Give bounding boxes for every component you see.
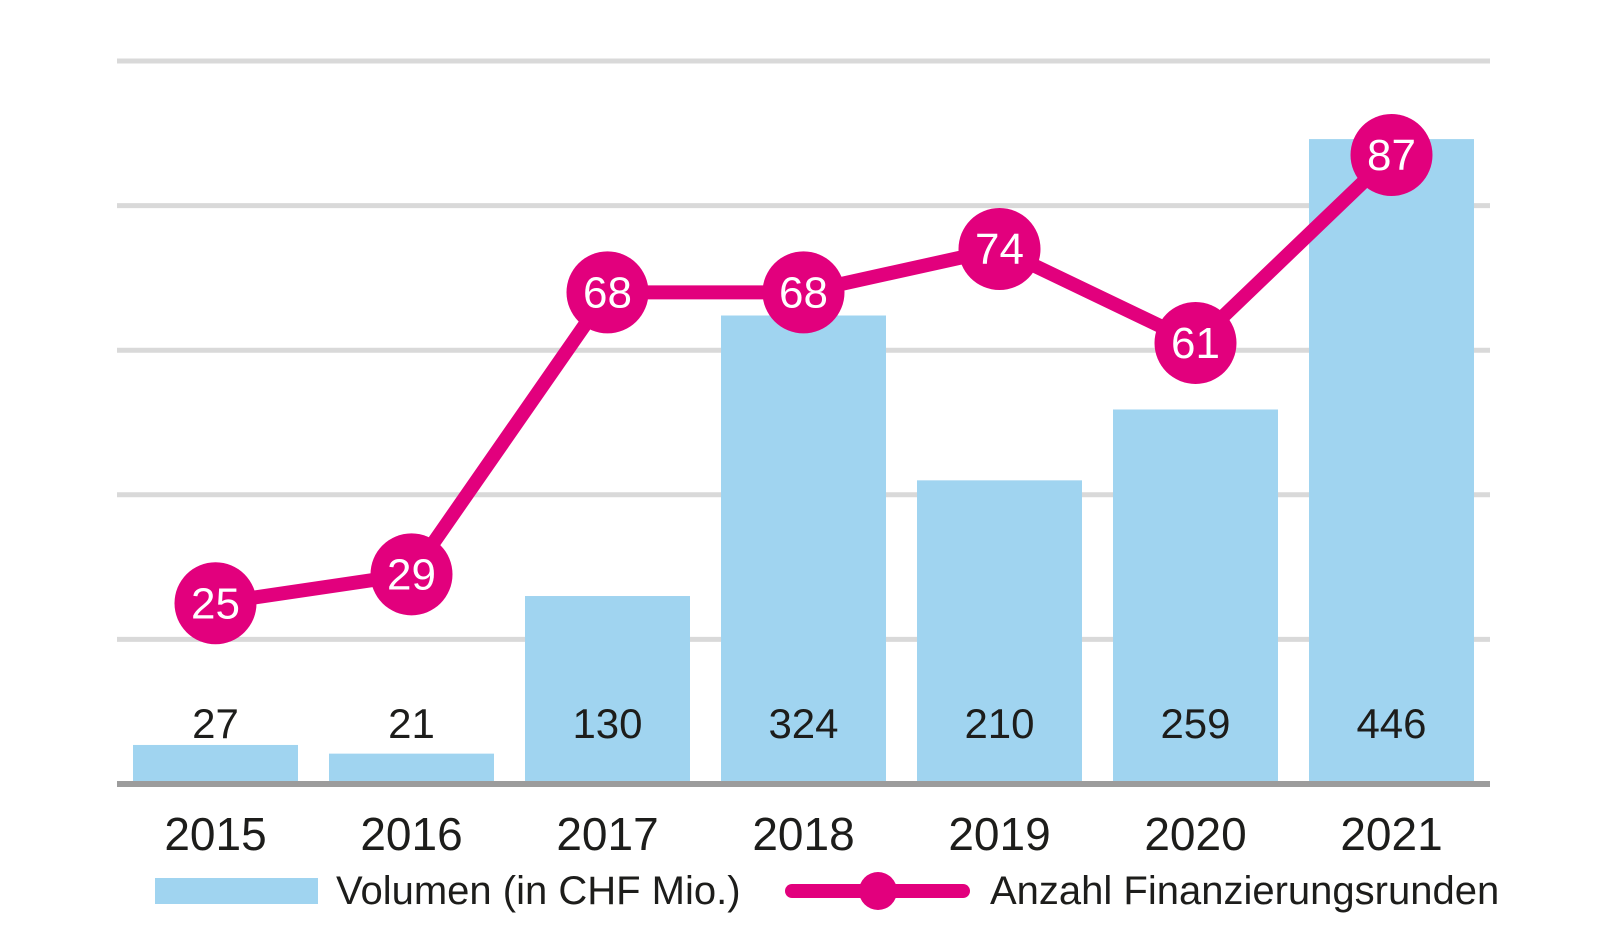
bar-2019: [917, 480, 1082, 784]
marker-value-label-2015: 25: [191, 579, 240, 628]
marker-2018: [762, 251, 845, 334]
marker-2021: [1350, 113, 1433, 196]
legend-item-volumen: Volumen (in CHF Mio.): [155, 866, 741, 916]
bar-value-label-2016: 21: [388, 700, 435, 747]
marker-2016: [370, 533, 453, 616]
marker-2015: [174, 562, 257, 645]
bar-2021: [1309, 139, 1474, 785]
bar-value-label-2015: 27: [192, 700, 239, 747]
bar-2018: [721, 315, 886, 784]
marker-value-label-2017: 68: [583, 268, 632, 317]
x-tick-label-2017: 2017: [556, 808, 658, 860]
bar-2016: [329, 753, 494, 784]
bar-value-label-2019: 210: [964, 700, 1034, 747]
x-tick-label-2015: 2015: [164, 808, 266, 860]
bar-2020: [1113, 409, 1278, 784]
bar-value-label-2017: 130: [572, 700, 642, 747]
x-tick-label-2018: 2018: [752, 808, 854, 860]
bar-2015: [133, 744, 298, 784]
marker-value-label-2019: 74: [975, 225, 1024, 274]
x-tick-label-2019: 2019: [948, 808, 1050, 860]
marker-2020: [1154, 301, 1237, 384]
marker-value-label-2020: 61: [1171, 319, 1220, 368]
bar-value-label-2018: 324: [768, 700, 838, 747]
legend-label-anzahl: Anzahl Finanzierungsrunden: [990, 868, 1500, 913]
x-tick-label-2021: 2021: [1340, 808, 1442, 860]
bar-value-label-2020: 259: [1160, 700, 1230, 747]
line-dot-icon: [858, 872, 897, 910]
bar-value-label-2021: 446: [1356, 700, 1426, 747]
marker-value-label-2018: 68: [779, 268, 828, 317]
legend-item-anzahl: Anzahl Finanzierungsrunden: [785, 866, 1499, 916]
x-tick-label-2016: 2016: [360, 808, 462, 860]
legend-label-volumen: Volumen (in CHF Mio.): [336, 868, 741, 913]
marker-value-label-2016: 29: [387, 550, 436, 599]
line-swatch-icon: [785, 872, 970, 910]
marker-2019: [958, 207, 1041, 290]
marker-value-label-2021: 87: [1367, 131, 1416, 180]
bar-swatch-icon: [155, 878, 318, 904]
bar-2017: [525, 596, 690, 784]
marker-2017: [566, 251, 649, 334]
x-tick-label-2020: 2020: [1144, 808, 1246, 860]
